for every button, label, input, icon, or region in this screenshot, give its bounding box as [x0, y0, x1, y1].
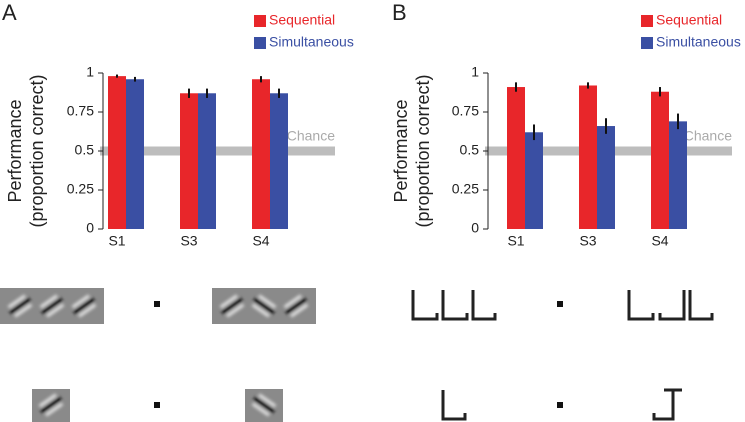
legend-label: Sequential — [269, 12, 335, 28]
bar — [180, 93, 198, 229]
y-axis-label: Performance — [5, 99, 25, 202]
y-tick-label: 0.75 — [67, 103, 94, 119]
bar — [126, 79, 144, 230]
stimuli-a — [0, 288, 316, 422]
panel-label: A — [2, 0, 17, 25]
bar — [108, 76, 126, 230]
stimuli-b — [411, 290, 714, 421]
bar — [198, 93, 216, 229]
x-tick-label: S3 — [180, 233, 197, 249]
bar — [669, 121, 687, 229]
y-tick-label: 0.5 — [75, 142, 95, 158]
bar — [252, 79, 270, 230]
y-axis-label: Performance — [391, 99, 411, 202]
legend-swatch — [254, 15, 266, 27]
legend-swatch — [254, 37, 266, 49]
bar — [507, 87, 525, 229]
y-tick-label: 0.25 — [67, 181, 94, 197]
y-tick-label: 0.75 — [452, 103, 479, 119]
y-tick-label: 1 — [471, 64, 479, 80]
chance-label: Chance — [684, 128, 732, 144]
x-tick-label: S4 — [252, 233, 269, 249]
bar — [270, 93, 288, 229]
bar — [579, 85, 597, 229]
legend-label: Simultaneous — [269, 34, 354, 50]
fixation-dot — [557, 402, 563, 408]
bar — [597, 126, 615, 229]
y-axis-label: (proportion correct) — [413, 74, 433, 227]
x-tick-label: S1 — [108, 233, 125, 249]
legend-label: Simultaneous — [656, 34, 741, 50]
bar — [525, 132, 543, 229]
legend-swatch — [641, 37, 653, 49]
panel-label: B — [392, 0, 407, 25]
x-tick-label: S1 — [507, 233, 524, 249]
y-tick-label: 0.5 — [460, 142, 480, 158]
x-tick-label: S4 — [651, 233, 668, 249]
chance-label: Chance — [287, 128, 335, 144]
fixation-dot — [557, 301, 563, 307]
legend-swatch — [641, 15, 653, 27]
bar — [651, 91, 669, 229]
chance-line — [100, 146, 335, 156]
legend-label: Sequential — [656, 12, 722, 28]
y-tick-label: 0 — [471, 220, 479, 236]
y-tick-label: 1 — [86, 64, 94, 80]
x-tick-label: S3 — [579, 233, 596, 249]
y-tick-label: 0 — [86, 220, 94, 236]
y-axis-label: (proportion correct) — [27, 74, 47, 227]
y-tick-label: 0.25 — [452, 181, 479, 197]
